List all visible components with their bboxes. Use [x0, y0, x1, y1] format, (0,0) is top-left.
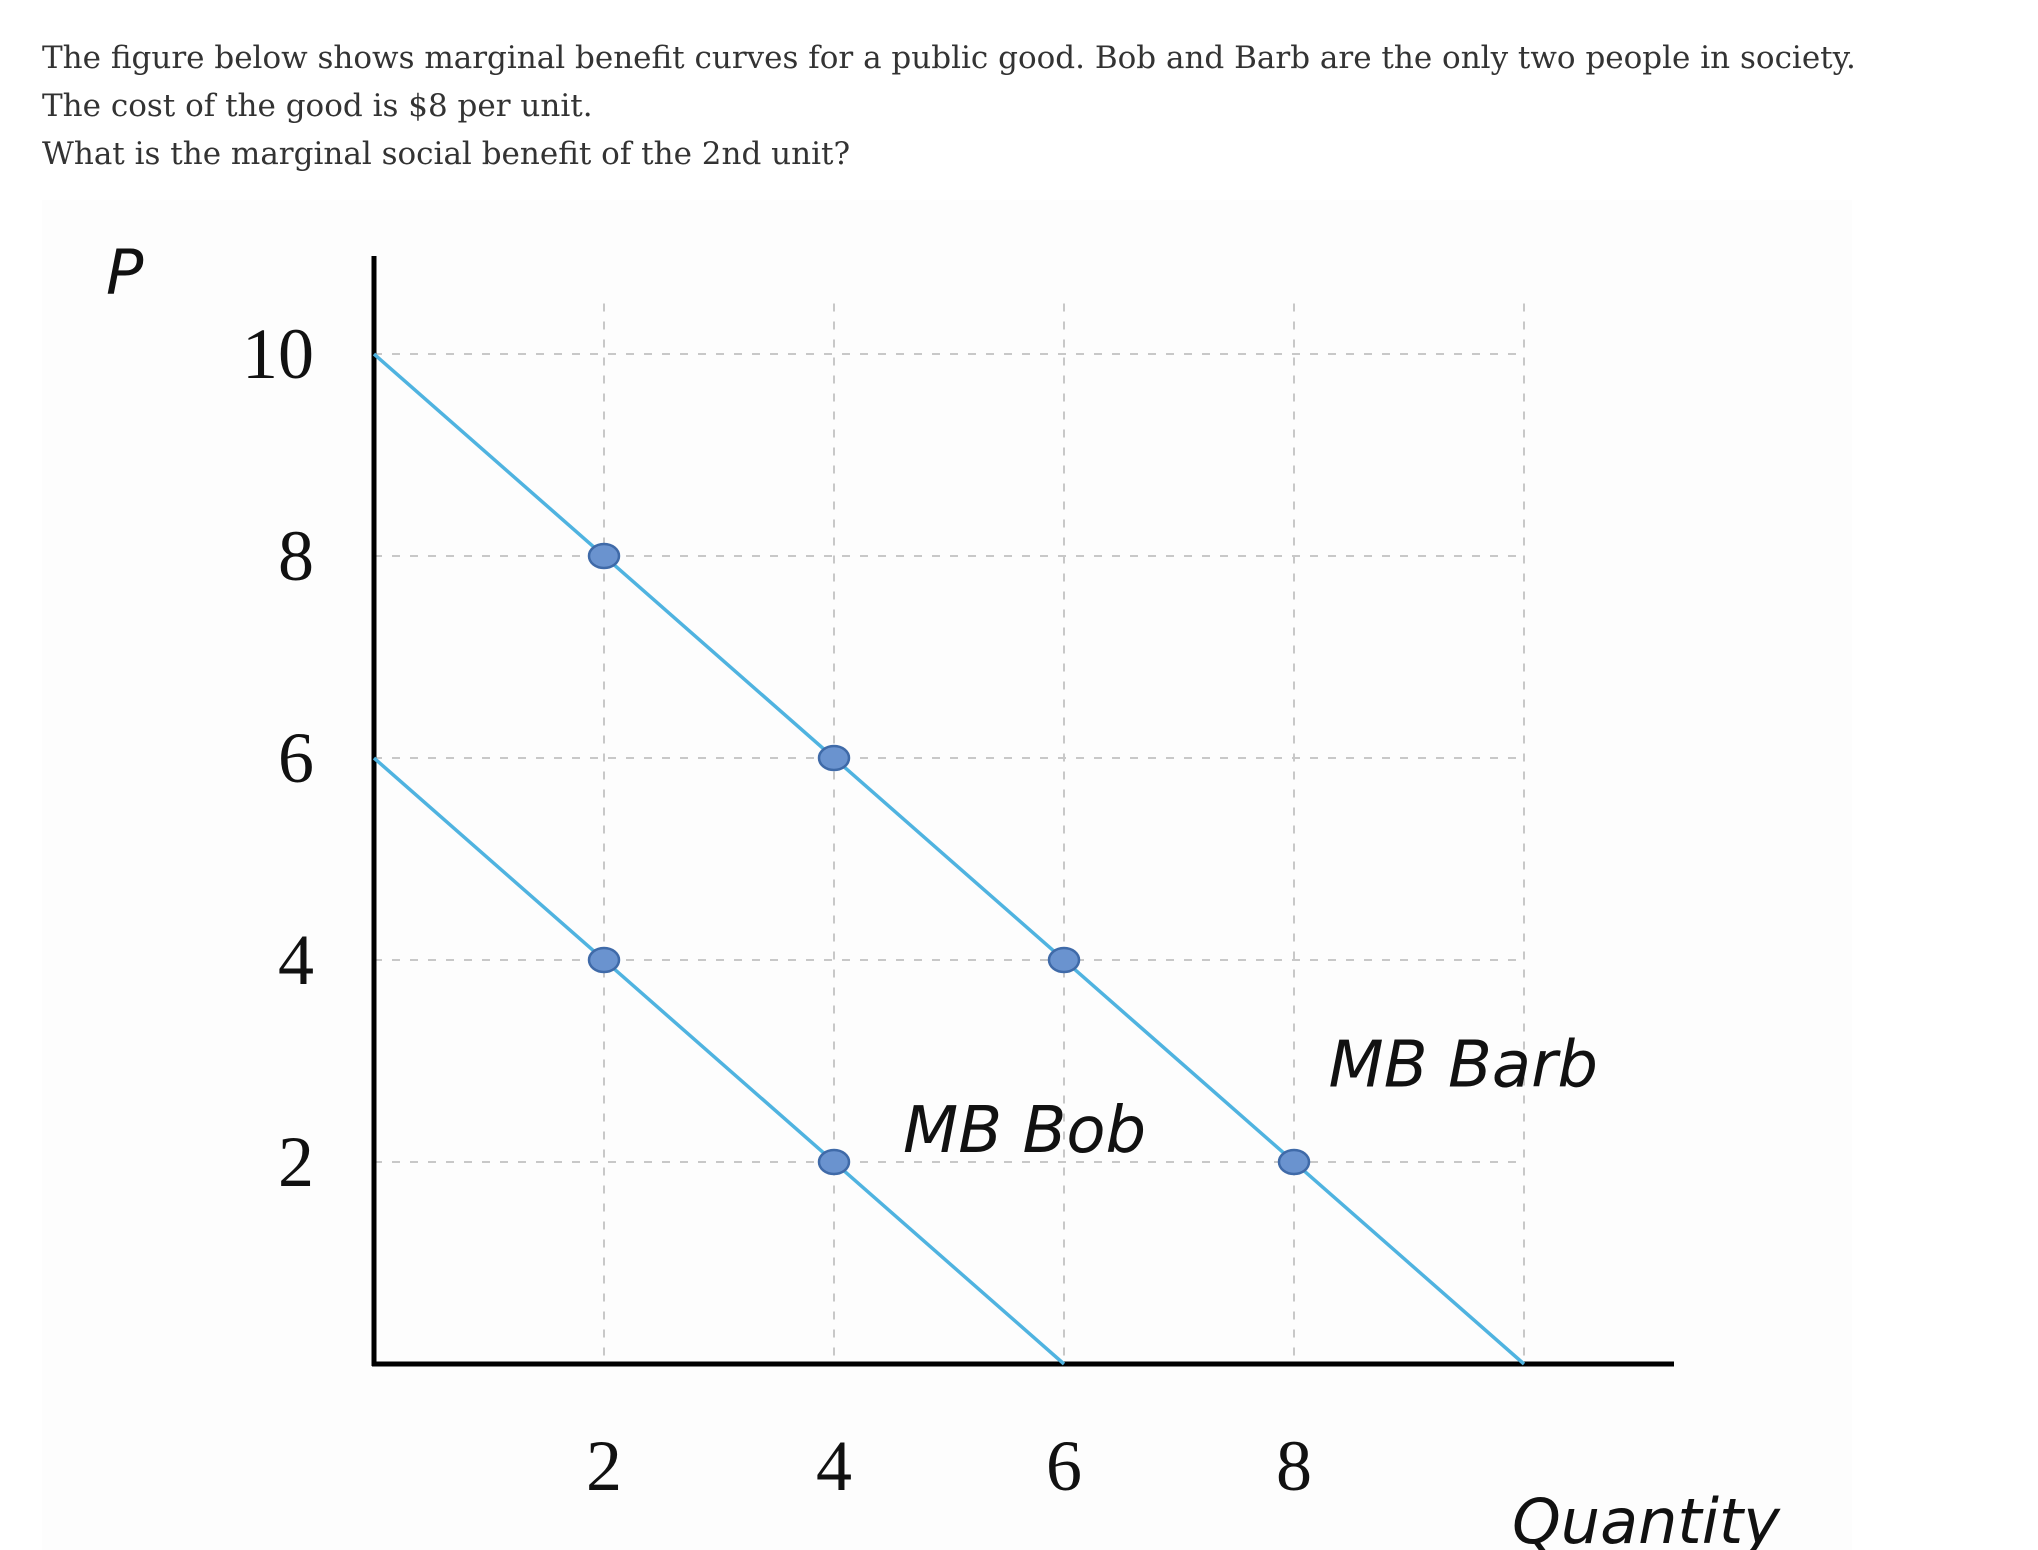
marker-mb-bob-4-2 — [817, 1148, 851, 1176]
x-tick-label-6: 6 — [1046, 1426, 1082, 1506]
question-line-2: What is the marginal social benefit of t… — [42, 136, 851, 172]
curve-label-mb-bob: MB Bob — [903, 1094, 1146, 1168]
y-tick-label-4: 4 — [278, 920, 314, 1000]
marker-mb-barb-8-2 — [1277, 1148, 1311, 1176]
y-axis-title: P — [106, 236, 144, 309]
question-line-1: The figure below shows marginal benefit … — [42, 40, 1856, 124]
labels: MB Bob MB Barb — [903, 1028, 1598, 1168]
curve-mb-bob — [372, 756, 1066, 1366]
grid — [374, 303, 1525, 1364]
marker-mb-bob-2-4 — [587, 946, 621, 974]
markers — [587, 542, 1311, 1176]
curves — [372, 352, 1526, 1366]
figure: 10 8 6 4 2 2 4 6 8 P Quantity MB Bob MB Barb — [42, 200, 1852, 1550]
question-text: The figure below shows marginal benefit … — [42, 34, 1882, 178]
marker-mb-barb-6-4 — [1047, 946, 1081, 974]
y-tick-label-2: 2 — [278, 1122, 314, 1202]
x-axis-title: Quantity — [1512, 1485, 1781, 1550]
marginal-benefit-chart: 10 8 6 4 2 2 4 6 8 P Quantity MB Bob MB Barb — [106, 236, 1781, 1550]
x-tick-label-4: 4 — [816, 1426, 852, 1506]
y-tick-label-8: 8 — [278, 516, 314, 596]
marker-mb-barb-4-6 — [817, 744, 851, 772]
y-tick-label-6: 6 — [278, 718, 314, 798]
curve-mb-barb — [372, 352, 1526, 1366]
axes: 10 8 6 4 2 2 4 6 8 P Quantity — [106, 236, 1781, 1550]
curve-label-mb-barb: MB Barb — [1329, 1028, 1599, 1102]
y-tick-label-10: 10 — [242, 314, 314, 394]
x-tick-label-8: 8 — [1276, 1426, 1312, 1506]
x-tick-label-2: 2 — [586, 1426, 622, 1506]
marker-mb-barb-2-8 — [587, 542, 621, 570]
